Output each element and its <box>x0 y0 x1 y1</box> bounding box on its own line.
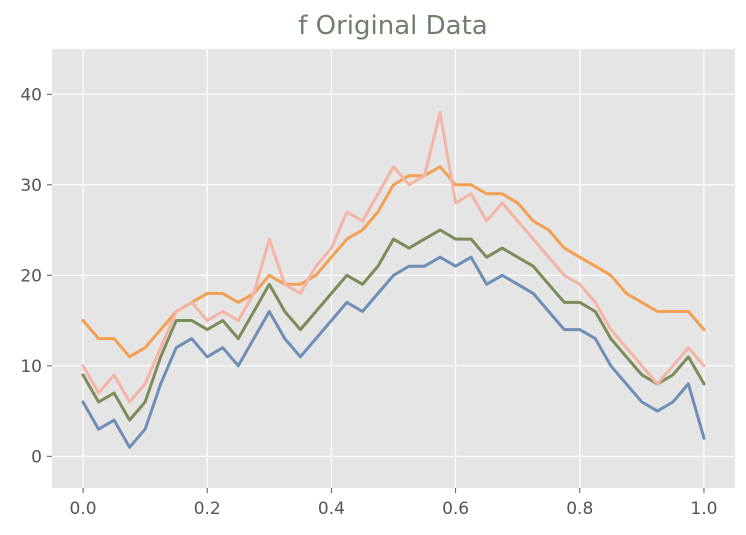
y-tick-label: 0 <box>31 447 42 467</box>
plot-area <box>52 49 735 488</box>
y-tick-label: 20 <box>20 266 42 286</box>
series-line-2 <box>81 228 706 422</box>
axes: 0.0 0.2 0.4 0.6 0.8 1.0 0 10 20 30 40 <box>20 85 717 519</box>
x-tick-label: 0.8 <box>566 499 593 519</box>
x-tick-label: 0.4 <box>318 499 345 519</box>
y-tick-label: 30 <box>20 176 42 196</box>
chart-title: f Original Data <box>298 11 488 41</box>
y-tick-label: 40 <box>20 85 42 105</box>
x-tick-label: 0.2 <box>194 499 221 519</box>
series-line-4 <box>81 110 706 404</box>
y-tick-label: 10 <box>20 357 42 377</box>
x-tick-label: 1.0 <box>690 499 717 519</box>
x-tick-label: 0.0 <box>70 499 97 519</box>
x-tick-label: 0.6 <box>442 499 469 519</box>
series-group <box>81 110 706 449</box>
series-line-1 <box>81 255 706 449</box>
